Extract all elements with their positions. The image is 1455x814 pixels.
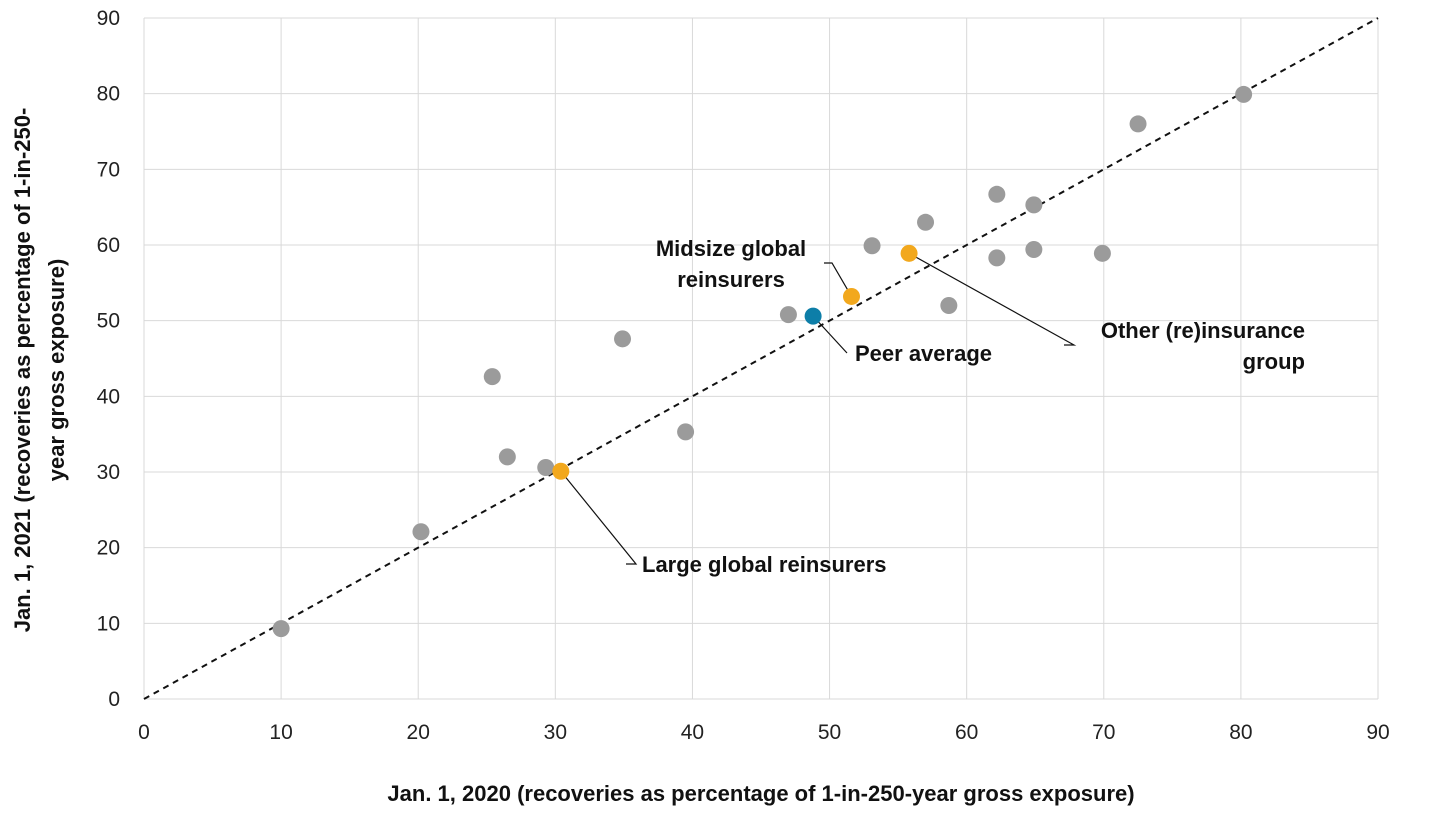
y-tick-label: 30 [97,461,120,484]
annotation-leader-midsize [824,262,853,297]
x-tick-label: 40 [681,721,704,744]
data-point-peer [779,306,797,324]
annotation-label-large: Large global reinsurers [642,552,887,577]
data-point-peer [917,213,935,231]
data-point-peer [940,297,958,315]
y-tick-label: 80 [97,83,120,106]
y-tick-label: 90 [97,7,120,30]
data-point-highlight [552,462,570,480]
y-tick-label: 0 [108,688,120,711]
data-points [272,85,1253,638]
annotation-leaders [560,252,1077,565]
y-tick-label: 40 [97,385,120,408]
data-point-peer [1025,196,1043,214]
reference-dashed-line [143,17,1379,700]
x-axis-title: Jan. 1, 2020 (recoveries as percentage o… [387,781,1134,806]
annotation-label-other-group: Other (re)insurance [1101,318,1305,343]
x-tick-label: 30 [544,721,567,744]
x-tick-label: 50 [818,721,841,744]
x-tick-label: 0 [138,721,150,744]
x-tick-label: 70 [1092,721,1115,744]
annotation-leader-large [560,470,638,565]
x-tick-label: 90 [1366,721,1389,744]
annotation-labels: Midsize global reinsurers Peer average Othe… [642,236,1305,577]
data-point-highlight [900,244,918,262]
annotation-leader-other-group [908,252,1077,346]
x-tick-label: 20 [407,721,430,744]
y-tick-label: 10 [97,612,120,635]
data-point-peer [498,448,516,466]
data-point-peer [272,620,290,638]
annotation-label-midsize: Midsize global [656,236,806,261]
x-tick-label: 80 [1229,721,1252,744]
annotation-label-midsize: reinsurers [677,267,785,292]
axes: 0 10 20 30 40 50 60 70 80 90 0 10 20 30 40 50 60 70 80 90 [97,7,1390,744]
data-point-peer [1235,85,1253,103]
y-tick-label: 20 [97,537,120,560]
data-point-average [804,307,822,325]
data-point-highlight [842,287,860,305]
grid [143,17,1379,700]
data-point-peer [412,523,430,541]
data-point-peer [537,458,555,476]
reference-line [143,17,1379,700]
y-axis-title-line-2: year gross exposure) [44,259,69,482]
data-point-peer [1025,241,1043,259]
y-tick-label: 60 [97,234,120,257]
data-point-peer [1093,244,1111,262]
data-point-peer [1129,115,1147,133]
data-point-peer [483,368,501,386]
x-tick-label: 60 [955,721,978,744]
axis-titles: Jan. 1, 2020 (recoveries as percentage o… [10,108,1135,806]
annotation-label-other-group: group [1243,349,1305,374]
x-tick-label: 10 [269,721,292,744]
y-tick-label: 50 [97,310,120,333]
data-point-peer [614,330,632,348]
data-point-peer [988,249,1006,267]
data-point-peer [863,237,881,255]
data-point-peer [988,185,1006,203]
data-point-peer [677,423,695,441]
y-tick-label: 70 [97,158,120,181]
annotation-label-peer-average: Peer average [855,341,992,366]
y-axis-title-line-1: Jan. 1, 2021 (recoveries as percentage o… [10,108,35,633]
